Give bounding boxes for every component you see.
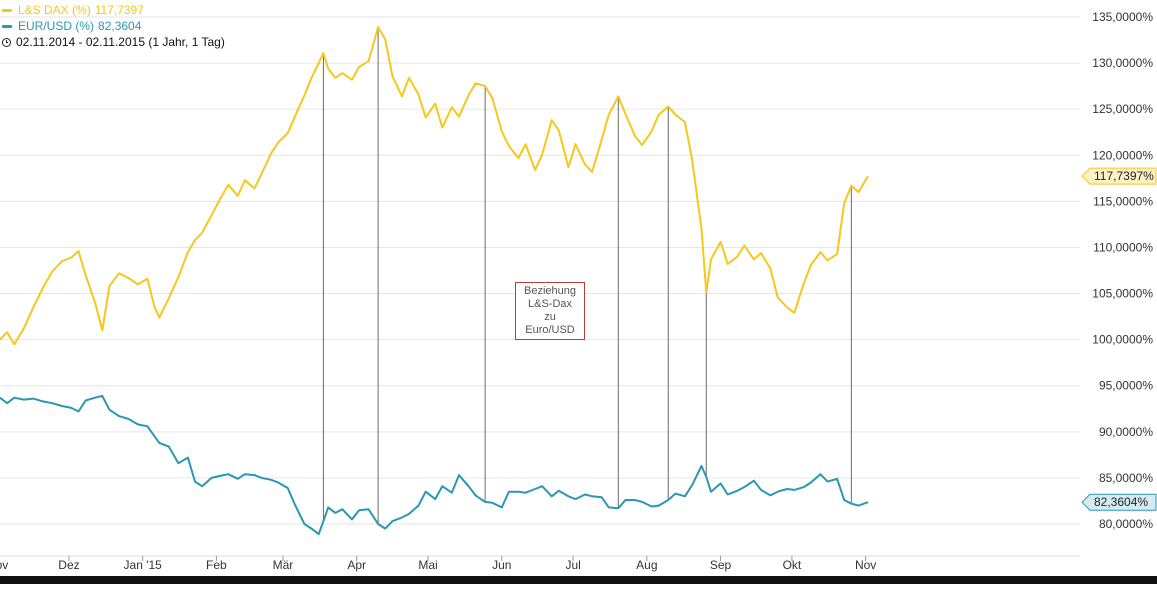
bottom-bar [0, 576, 1157, 584]
dax-last-value-tag: 117,7397% [1081, 167, 1157, 185]
y-tick-label: 80,0000% [1099, 517, 1153, 531]
x-tick-label: Mai [418, 558, 437, 572]
y-tick-label: 85,0000% [1099, 471, 1153, 485]
x-tick-label: Nov [855, 558, 876, 572]
annotation-line: Euro/USD [525, 324, 575, 336]
y-tick-label: 90,0000% [1099, 425, 1153, 439]
y-tick-label: 110,0000% [1093, 240, 1153, 254]
grid-layer [0, 16, 1080, 525]
x-tick-label: Aug [636, 558, 657, 572]
tag-text: 117,7397% [1094, 169, 1154, 183]
tag-shape [1081, 167, 1157, 185]
x-tick-label: Sep [710, 558, 732, 572]
x-axis: Nov Dez Jan '15 Feb Mär Apr Mai Jun Jul Aug Sep Okt… [0, 555, 1080, 572]
y-tick-label: 95,0000% [1099, 379, 1153, 393]
x-tick-label: Jan '15 [124, 558, 163, 572]
x-tick-label: Okt [783, 558, 802, 572]
y-axis: 135,0000% 130,0000% 125,0000% 120,0000% 115,… [1092, 10, 1153, 531]
annotation-line: zu [544, 311, 556, 323]
tag-text: 82,3604% [1094, 495, 1148, 509]
x-tick-label: Jun [492, 558, 511, 572]
x-tick-label: Jul [565, 558, 580, 572]
last-value-tags: 117,7397% 82,3604% [1081, 167, 1157, 511]
tag-shape [1081, 493, 1157, 511]
x-tick-label: Apr [347, 558, 366, 572]
marker-layer [322, 27, 852, 524]
eurusd-swatch [2, 24, 12, 28]
y-tick-label: 125,0000% [1092, 102, 1153, 116]
x-tick-label: Mär [273, 558, 294, 572]
legend-item-eurusd[interactable]: EUR/USD (%) 82,3604 [2, 18, 225, 34]
eurusd-line [0, 394, 869, 536]
y-tick-label: 130,0000% [1092, 56, 1153, 70]
y-tick-label: 135,0000% [1092, 10, 1153, 24]
x-tick-label: Feb [206, 558, 227, 572]
x-tick-label: Nov [0, 558, 8, 572]
y-tick-label: 120,0000% [1092, 148, 1153, 162]
legend-eurusd-name: EUR/USD (%) [18, 19, 95, 33]
annotation-line: L&S-Dax [527, 298, 573, 310]
y-tick-label: 100,0000% [1092, 333, 1153, 347]
legend-item-dax[interactable]: L&S DAX (%) 117,7397 [2, 2, 225, 18]
y-tick-label: 115,0000% [1093, 194, 1153, 208]
period-text: 02.11.2014 - 02.11.2015 (1 Jahr, 1 Tag) [16, 35, 225, 49]
legend-eurusd-value: 82,3604 [98, 19, 142, 33]
dax-swatch [2, 8, 12, 12]
clock-icon [2, 37, 11, 47]
legend: L&S DAX (%) 117,7397 EUR/USD (%) 82,3604… [2, 2, 225, 50]
x-tick-label: Dez [58, 558, 79, 572]
legend-dax-value: 117,7397 [94, 3, 144, 17]
legend-dax-name: L&S DAX (%) [18, 3, 91, 17]
annotation-line: Beziehung [524, 285, 576, 297]
annotation-box: Beziehung L&S-Dax zu Euro/USD [515, 282, 585, 340]
series-layer [0, 26, 869, 536]
eurusd-last-value-tag: 82,3604% [1081, 493, 1157, 511]
legend-period: 02.11.2014 - 02.11.2015 (1 Jahr, 1 Tag) [2, 34, 225, 50]
y-tick-label: 105,0000% [1092, 287, 1153, 301]
dax-line [0, 26, 869, 346]
